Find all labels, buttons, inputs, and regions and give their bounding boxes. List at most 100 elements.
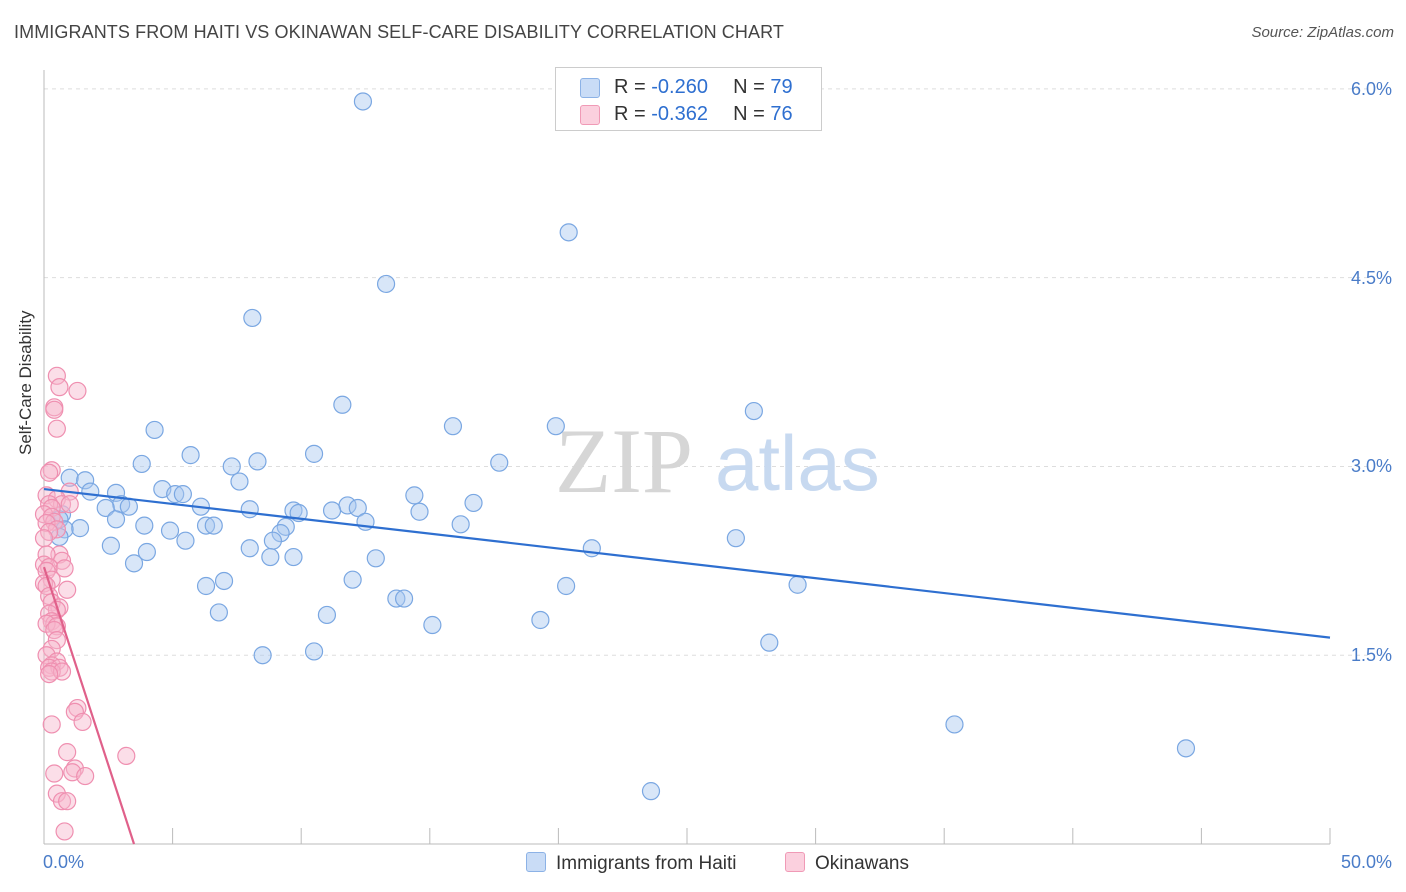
okinawan-point: [55, 822, 74, 841]
bottom-legend-label-okinawans: Okinawans: [815, 853, 909, 874]
haiti-point: [261, 547, 280, 567]
haiti-point: [214, 571, 234, 591]
okinawan-point: [60, 495, 79, 514]
haiti-point: [160, 521, 180, 540]
okinawan-point: [42, 662, 61, 681]
okinawan-point: [65, 702, 84, 721]
okinawan-point: [52, 495, 72, 514]
haiti-point: [119, 497, 138, 516]
okinawan-point: [55, 559, 74, 578]
haiti-point: [145, 420, 164, 440]
haiti-point: [204, 516, 223, 535]
okinawan-point: [34, 529, 54, 548]
x-tick-label: 0.0%: [43, 852, 85, 872]
haiti-point: [176, 531, 195, 550]
haiti-point: [376, 274, 396, 294]
data-points: [34, 92, 1196, 841]
haiti-point: [322, 501, 342, 520]
legend-r-label: R =: [614, 103, 652, 125]
haiti-trend-line: [43, 487, 1331, 639]
okinawan-point: [42, 461, 61, 480]
haiti-point: [166, 485, 185, 504]
legend-r-label: R =: [614, 76, 652, 98]
haiti-point: [209, 603, 228, 622]
okinawan-point: [117, 746, 136, 766]
watermark-atlas: atlas: [715, 419, 880, 507]
haiti-point: [531, 610, 550, 630]
trend-lines: [42, 487, 1331, 845]
haiti-point: [353, 92, 373, 111]
haiti-point: [726, 529, 745, 548]
legend-n-value: 79: [770, 76, 793, 98]
source-credit: Source: ZipAtlas.com: [1251, 24, 1394, 41]
haiti-point: [271, 524, 290, 543]
okinawan-point: [47, 419, 66, 438]
okinawan-point: [58, 743, 77, 762]
haiti-point: [451, 515, 470, 534]
haiti-point: [222, 457, 241, 476]
haiti-point: [240, 539, 259, 558]
legend-r-value: -0.362: [651, 103, 708, 125]
chart-title: IMMIGRANTS FROM HAITI VS OKINAWAN SELF-C…: [14, 22, 784, 42]
haiti-point: [173, 485, 192, 504]
haiti-point: [60, 468, 79, 487]
legend-r-value: -0.260: [651, 76, 708, 98]
okinawan-point: [45, 764, 64, 783]
y-tick-label: 6.0%: [1350, 78, 1392, 99]
haiti-point: [81, 482, 100, 501]
haiti-point: [284, 547, 303, 567]
stats-legend: R = -0.260 N = 79 R = -0.362 N = 76: [555, 67, 822, 131]
y-tick-label: 4.5%: [1350, 267, 1392, 288]
okinawan-point: [58, 792, 77, 811]
haiti-point: [394, 589, 414, 608]
okinawan-point: [68, 381, 87, 401]
haiti-point: [641, 782, 661, 801]
haiti-point: [135, 516, 154, 535]
okinawan-point: [73, 712, 92, 732]
haiti-point: [263, 531, 283, 550]
bottom-legend-swatch-haiti: [526, 852, 546, 872]
haiti-point: [945, 715, 964, 734]
okinawan-point: [47, 366, 66, 385]
legend-n-value: 76: [770, 103, 793, 125]
okinawan-point: [76, 766, 95, 786]
haiti-point: [243, 308, 262, 328]
haiti-point: [760, 633, 779, 652]
okinawan-point: [40, 463, 59, 482]
haiti-point: [490, 453, 509, 472]
okinawan-point: [50, 378, 69, 397]
haiti-point: [317, 605, 337, 625]
haiti-point: [304, 642, 324, 661]
okinawan-point: [40, 664, 59, 684]
haiti-point: [196, 576, 216, 596]
haiti-point: [788, 575, 807, 594]
bottom-legend-haiti: Immigrants from Haiti: [526, 852, 737, 875]
haiti-point: [230, 472, 249, 491]
haiti-point: [101, 536, 120, 555]
haiti-point: [582, 539, 601, 558]
haiti-point: [387, 589, 406, 608]
haiti-point: [132, 454, 151, 474]
haiti-point: [240, 500, 259, 519]
axes: [43, 70, 1331, 845]
y-tick-label: 1.5%: [1350, 645, 1392, 666]
legend-n-label: N =: [733, 103, 771, 125]
grid-lines: [44, 88, 1370, 656]
okinawan-point: [45, 400, 64, 419]
haiti-point: [137, 542, 156, 562]
haiti-point: [744, 401, 763, 421]
haiti-point: [423, 615, 442, 635]
haiti-point: [410, 502, 429, 521]
haiti-point: [546, 417, 565, 436]
haiti-point: [304, 444, 324, 463]
haiti-point: [343, 570, 362, 589]
legend-swatch-haiti: [580, 78, 600, 98]
haiti-point: [557, 576, 576, 596]
y-tick-label: 3.0%: [1350, 456, 1392, 477]
haiti-point: [464, 493, 483, 513]
haiti-point: [70, 519, 90, 538]
okinawan-point: [47, 631, 66, 650]
okinawan-point: [42, 715, 61, 734]
okinawan-trend-line: [42, 566, 136, 845]
haiti-point: [106, 510, 126, 529]
